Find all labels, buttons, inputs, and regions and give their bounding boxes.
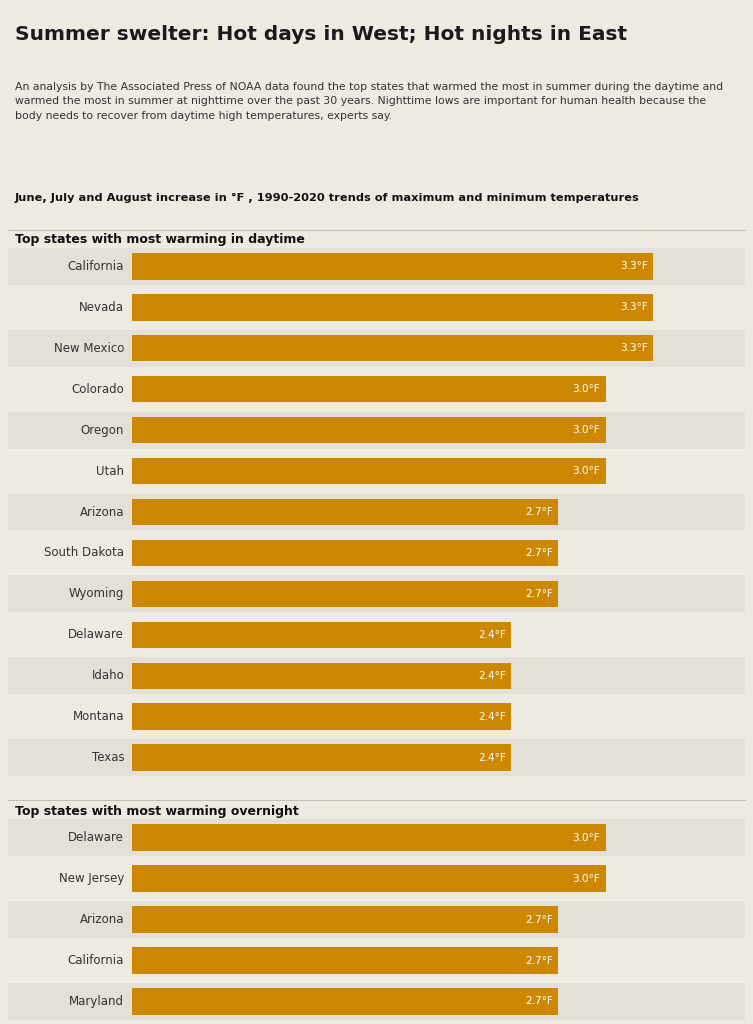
FancyBboxPatch shape <box>132 294 653 321</box>
Text: 2.7°F: 2.7°F <box>525 996 553 1007</box>
Text: New Jersey: New Jersey <box>59 872 124 885</box>
FancyBboxPatch shape <box>132 458 605 484</box>
FancyBboxPatch shape <box>8 698 745 735</box>
Text: An analysis by The Associated Press of NOAA data found the top states that warme: An analysis by The Associated Press of N… <box>15 82 723 121</box>
FancyBboxPatch shape <box>132 540 558 566</box>
Text: 2.7°F: 2.7°F <box>525 507 553 517</box>
Text: California: California <box>68 954 124 967</box>
FancyBboxPatch shape <box>8 371 745 408</box>
FancyBboxPatch shape <box>132 622 511 648</box>
Text: Summer swelter: Hot days in West; Hot nights in East: Summer swelter: Hot days in West; Hot ni… <box>15 25 627 44</box>
FancyBboxPatch shape <box>8 535 745 571</box>
Text: 3.0°F: 3.0°F <box>572 384 600 394</box>
Text: Arizona: Arizona <box>80 913 124 926</box>
FancyBboxPatch shape <box>8 860 745 897</box>
Text: 3.0°F: 3.0°F <box>572 873 600 884</box>
Text: South Dakota: South Dakota <box>44 547 124 559</box>
Text: 2.4°F: 2.4°F <box>477 630 505 640</box>
FancyBboxPatch shape <box>132 581 558 607</box>
Text: 3.3°F: 3.3°F <box>620 343 648 353</box>
Text: 3.0°F: 3.0°F <box>572 466 600 476</box>
FancyBboxPatch shape <box>132 947 558 974</box>
Text: June, July and August increase in °F , 1990-2020 trends of maximum and minimum t: June, July and August increase in °F , 1… <box>15 193 640 203</box>
Text: Nevada: Nevada <box>79 301 124 313</box>
FancyBboxPatch shape <box>132 744 511 771</box>
Text: Delaware: Delaware <box>69 629 124 641</box>
FancyBboxPatch shape <box>132 703 511 730</box>
FancyBboxPatch shape <box>132 824 605 851</box>
FancyBboxPatch shape <box>132 906 558 933</box>
Text: Oregon: Oregon <box>81 424 124 436</box>
FancyBboxPatch shape <box>132 376 605 402</box>
FancyBboxPatch shape <box>8 739 745 776</box>
Text: 2.4°F: 2.4°F <box>477 671 505 681</box>
FancyBboxPatch shape <box>8 942 745 979</box>
Text: Delaware: Delaware <box>69 831 124 844</box>
FancyBboxPatch shape <box>8 575 745 612</box>
Text: 2.7°F: 2.7°F <box>525 548 553 558</box>
FancyBboxPatch shape <box>8 289 745 326</box>
Text: New Mexico: New Mexico <box>54 342 124 354</box>
Text: Maryland: Maryland <box>69 995 124 1008</box>
FancyBboxPatch shape <box>8 901 745 938</box>
Text: Wyoming: Wyoming <box>69 588 124 600</box>
Text: Idaho: Idaho <box>92 670 124 682</box>
FancyBboxPatch shape <box>8 330 745 367</box>
Text: 2.4°F: 2.4°F <box>477 753 505 763</box>
FancyBboxPatch shape <box>132 417 605 443</box>
FancyBboxPatch shape <box>8 248 745 285</box>
FancyBboxPatch shape <box>8 412 745 449</box>
FancyBboxPatch shape <box>132 253 653 280</box>
FancyBboxPatch shape <box>132 499 558 525</box>
FancyBboxPatch shape <box>8 494 745 530</box>
Text: Texas: Texas <box>92 752 124 764</box>
FancyBboxPatch shape <box>8 657 745 694</box>
FancyBboxPatch shape <box>8 616 745 653</box>
Text: Arizona: Arizona <box>80 506 124 518</box>
Text: Top states with most warming in daytime: Top states with most warming in daytime <box>15 233 305 247</box>
Text: 3.3°F: 3.3°F <box>620 261 648 271</box>
FancyBboxPatch shape <box>132 663 511 689</box>
Text: 3.0°F: 3.0°F <box>572 425 600 435</box>
Text: 3.0°F: 3.0°F <box>572 833 600 843</box>
FancyBboxPatch shape <box>8 819 745 856</box>
FancyBboxPatch shape <box>132 335 653 361</box>
Text: Utah: Utah <box>96 465 124 477</box>
FancyBboxPatch shape <box>8 453 745 489</box>
Text: Montana: Montana <box>73 711 124 723</box>
Text: 2.7°F: 2.7°F <box>525 955 553 966</box>
Text: 2.7°F: 2.7°F <box>525 914 553 925</box>
FancyBboxPatch shape <box>132 988 558 1015</box>
FancyBboxPatch shape <box>132 865 605 892</box>
FancyBboxPatch shape <box>8 983 745 1020</box>
Text: 2.7°F: 2.7°F <box>525 589 553 599</box>
Text: California: California <box>68 260 124 272</box>
Text: 3.3°F: 3.3°F <box>620 302 648 312</box>
Text: 2.4°F: 2.4°F <box>477 712 505 722</box>
Text: Top states with most warming overnight: Top states with most warming overnight <box>15 805 299 818</box>
Text: Colorado: Colorado <box>72 383 124 395</box>
